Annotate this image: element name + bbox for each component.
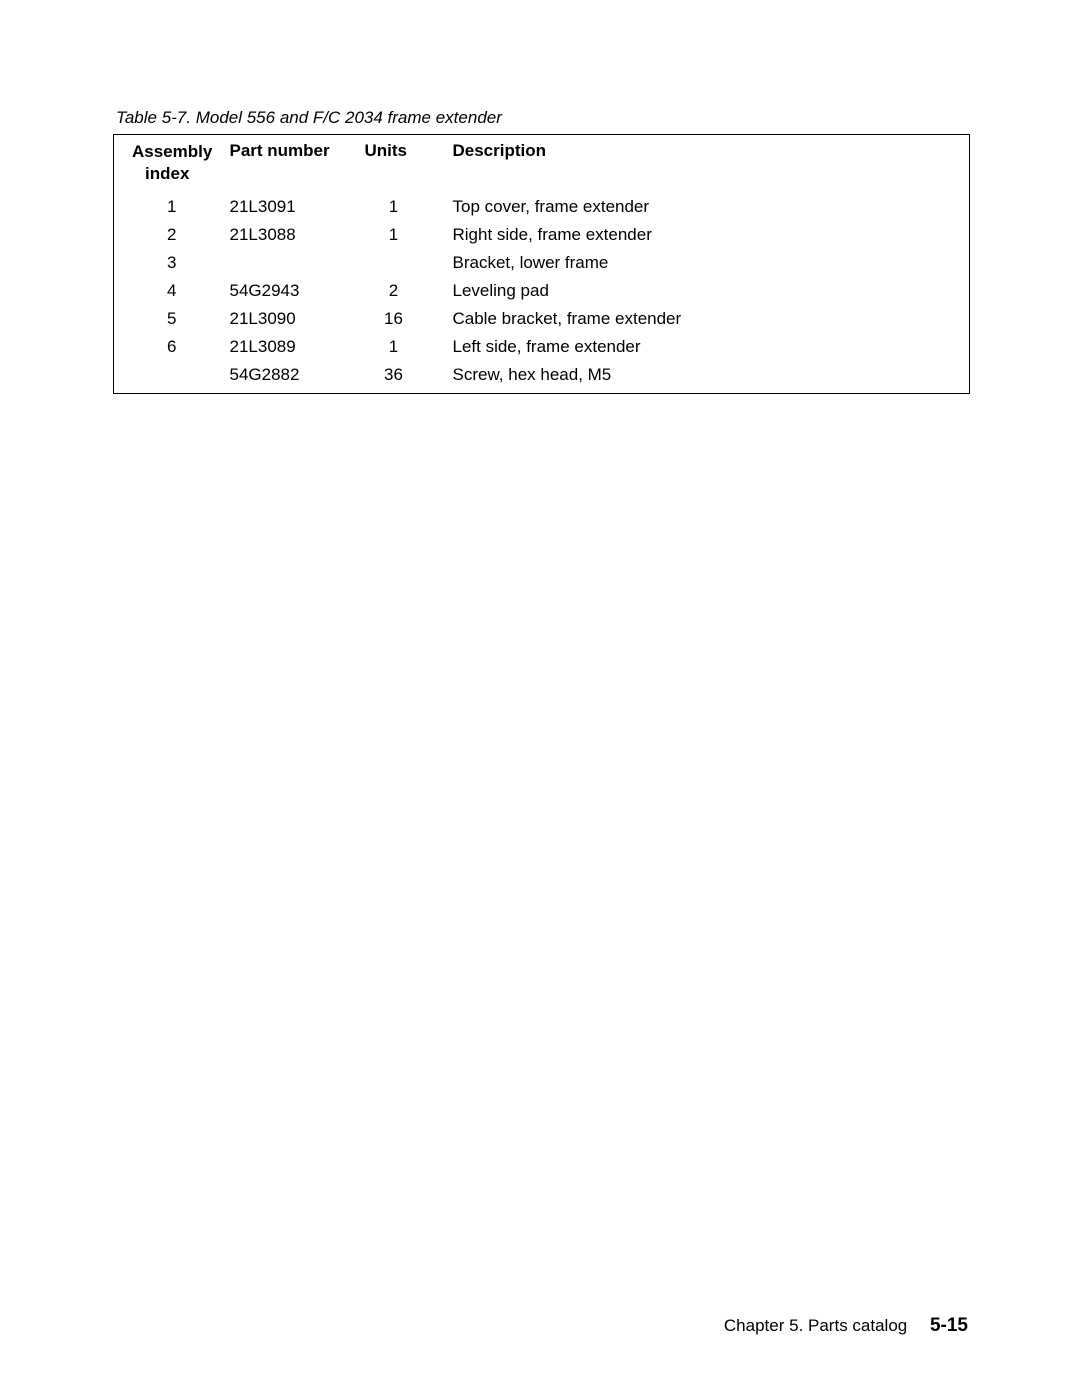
table-row: 3 Bracket, lower frame bbox=[114, 249, 970, 277]
table-header: Assembly index Part number Units Descrip… bbox=[114, 135, 970, 194]
cell-units: 16 bbox=[365, 305, 453, 333]
footer-chapter: Chapter 5. Parts catalog bbox=[724, 1316, 907, 1335]
cell-units: 36 bbox=[365, 361, 453, 394]
table-body: 1 21L3091 1 Top cover, frame extender 2 … bbox=[114, 193, 970, 394]
page-container: Table 5-7. Model 556 and F/C 2034 frame … bbox=[0, 0, 1080, 394]
cell-part: 21L3088 bbox=[230, 221, 365, 249]
cell-description: Leveling pad bbox=[453, 277, 970, 305]
cell-description: Left side, frame extender bbox=[453, 333, 970, 361]
table-row: 2 21L3088 1 Right side, frame extender bbox=[114, 221, 970, 249]
col-header-description: Description bbox=[453, 135, 970, 194]
table-row: 6 21L3089 1 Left side, frame extender bbox=[114, 333, 970, 361]
cell-units: 1 bbox=[365, 221, 453, 249]
cell-assembly: 4 bbox=[114, 277, 230, 305]
table-row: 54G2882 36 Screw, hex head, M5 bbox=[114, 361, 970, 394]
cell-part: 21L3090 bbox=[230, 305, 365, 333]
cell-units bbox=[365, 249, 453, 277]
cell-assembly: 2 bbox=[114, 221, 230, 249]
cell-description: Top cover, frame extender bbox=[453, 193, 970, 221]
cell-units: 1 bbox=[365, 333, 453, 361]
table-caption: Table 5-7. Model 556 and F/C 2034 frame … bbox=[113, 108, 970, 128]
cell-description: Cable bracket, frame extender bbox=[453, 305, 970, 333]
cell-assembly: 3 bbox=[114, 249, 230, 277]
cell-part: 54G2882 bbox=[230, 361, 365, 394]
cell-units: 1 bbox=[365, 193, 453, 221]
cell-part bbox=[230, 249, 365, 277]
footer-page-number: 5-15 bbox=[930, 1315, 968, 1336]
cell-assembly: 6 bbox=[114, 333, 230, 361]
cell-assembly: 1 bbox=[114, 193, 230, 221]
cell-description: Bracket, lower frame bbox=[453, 249, 970, 277]
cell-assembly: 5 bbox=[114, 305, 230, 333]
header-row: Assembly index Part number Units Descrip… bbox=[114, 135, 970, 194]
cell-part: 21L3091 bbox=[230, 193, 365, 221]
cell-description: Right side, frame extender bbox=[453, 221, 970, 249]
table-row: 1 21L3091 1 Top cover, frame extender bbox=[114, 193, 970, 221]
cell-description: Screw, hex head, M5 bbox=[453, 361, 970, 394]
col-header-assembly: Assembly index bbox=[114, 135, 230, 194]
assembly-header-line2: index bbox=[132, 164, 189, 183]
page-footer: Chapter 5. Parts catalog 5-15 bbox=[724, 1315, 968, 1337]
cell-part: 21L3089 bbox=[230, 333, 365, 361]
cell-assembly bbox=[114, 361, 230, 394]
parts-table: Assembly index Part number Units Descrip… bbox=[113, 134, 970, 394]
col-header-part: Part number bbox=[230, 135, 365, 194]
col-header-units: Units bbox=[365, 135, 453, 194]
table-row: 5 21L3090 16 Cable bracket, frame extend… bbox=[114, 305, 970, 333]
cell-part: 54G2943 bbox=[230, 277, 365, 305]
table-row: 4 54G2943 2 Leveling pad bbox=[114, 277, 970, 305]
assembly-header-line1: Assembly bbox=[132, 142, 212, 161]
cell-units: 2 bbox=[365, 277, 453, 305]
